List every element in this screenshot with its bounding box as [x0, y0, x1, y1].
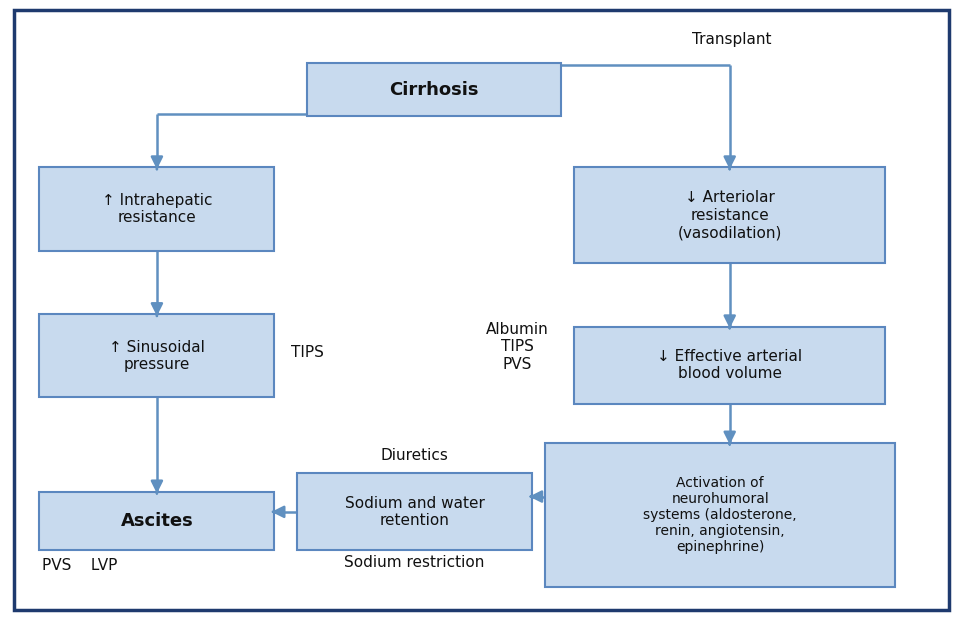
Text: ↓ Effective arterial
blood volume: ↓ Effective arterial blood volume — [657, 349, 802, 381]
Text: Cirrhosis: Cirrhosis — [389, 81, 479, 99]
Text: Albumin
TIPS
PVS: Albumin TIPS PVS — [485, 322, 548, 371]
Text: Sodium restriction: Sodium restriction — [345, 555, 484, 570]
Text: Diuretics: Diuretics — [380, 448, 449, 463]
Text: PVS    LVP: PVS LVP — [42, 558, 117, 573]
FancyBboxPatch shape — [545, 443, 895, 587]
FancyBboxPatch shape — [298, 473, 533, 551]
FancyBboxPatch shape — [39, 314, 274, 397]
Text: Ascites: Ascites — [120, 512, 194, 530]
FancyBboxPatch shape — [39, 492, 274, 551]
Text: ↑ Intrahepatic
resistance: ↑ Intrahepatic resistance — [102, 193, 212, 225]
Text: ↑ Sinusoidal
pressure: ↑ Sinusoidal pressure — [109, 340, 205, 372]
Text: TIPS: TIPS — [291, 345, 324, 360]
FancyBboxPatch shape — [39, 167, 274, 250]
Text: Activation of
neurohumoral
systems (aldosterone,
renin, angiotensin,
epinephrine: Activation of neurohumoral systems (aldo… — [643, 476, 797, 554]
Text: ↓ Arteriolar
resistance
(vasodilation): ↓ Arteriolar resistance (vasodilation) — [678, 190, 782, 240]
Text: Sodium and water
retention: Sodium and water retention — [345, 495, 484, 528]
FancyBboxPatch shape — [574, 327, 885, 404]
FancyBboxPatch shape — [307, 63, 560, 116]
FancyBboxPatch shape — [574, 167, 885, 263]
Text: Transplant: Transplant — [691, 32, 771, 47]
